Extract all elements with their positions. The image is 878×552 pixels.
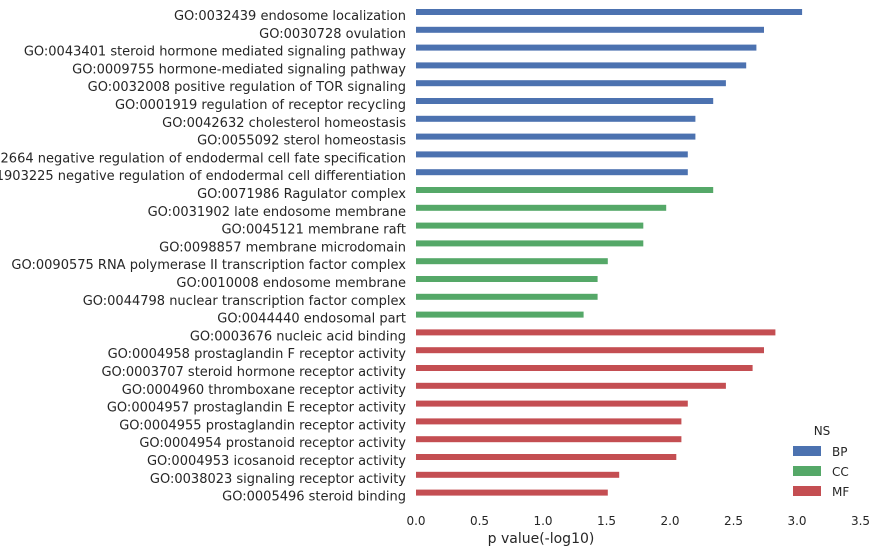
category-label: GO:0044798 nuclear transcription factor … bbox=[83, 294, 407, 309]
category-label: GO:0005496 steroid binding bbox=[222, 490, 406, 505]
category-label: GO:0004958 prostaglandin F receptor acti… bbox=[108, 347, 407, 362]
category-label: GO:0001919 regulation of receptor recycl… bbox=[115, 98, 406, 113]
bar-cc bbox=[416, 204, 667, 211]
legend: NS BP CC MF bbox=[793, 424, 849, 499]
category-label: GO:0031902 late endosome membrane bbox=[148, 205, 406, 220]
bar-bp bbox=[416, 9, 803, 15]
x-tick-label: 1.0 bbox=[533, 514, 552, 528]
category-label: GO:0043401 steroid hormone mediated sign… bbox=[24, 45, 406, 60]
category-label: GO:0032008 positive regulation of TOR si… bbox=[88, 80, 406, 95]
bar-mf bbox=[416, 365, 753, 371]
category-label: GO:0098857 membrane microdomain bbox=[159, 240, 406, 255]
bar-mf bbox=[416, 454, 677, 460]
bar-cc bbox=[416, 258, 608, 265]
category-label: GO:0071986 Ragulator complex bbox=[197, 187, 406, 202]
category-label: GO:0004955 prostaglandin receptor activi… bbox=[119, 418, 406, 433]
x-tick-label: 2.0 bbox=[660, 514, 679, 528]
category-label: GO:0009755 hormone-mediated signaling pa… bbox=[72, 62, 406, 77]
category-label: GO:0055092 sterol homeostasis bbox=[197, 134, 406, 149]
legend-label: MF bbox=[832, 485, 849, 499]
legend-label: CC bbox=[832, 465, 849, 479]
bar-mf bbox=[416, 418, 682, 425]
bar-bp bbox=[416, 133, 696, 140]
bar-bp bbox=[416, 98, 714, 104]
category-label: GO:0038023 signaling receptor activity bbox=[150, 472, 406, 487]
bar-bp bbox=[416, 115, 696, 122]
category-label: GO:0004960 thromboxane receptor activity bbox=[122, 383, 407, 398]
legend-title: NS bbox=[814, 424, 831, 438]
bar-cc bbox=[416, 187, 714, 193]
bar-bp bbox=[416, 169, 688, 176]
x-axis-ticks: 0.0 0.5 1.0 1.5 2.0 2.5 3.0 3.5 bbox=[406, 514, 870, 528]
legend-swatch-mf bbox=[793, 486, 821, 496]
category-label: GO:0090575 RNA polymerase II transcripti… bbox=[11, 258, 406, 273]
x-tick-label: 3.5 bbox=[851, 514, 870, 528]
bar-mf bbox=[416, 347, 764, 354]
x-tick-label: 3.0 bbox=[787, 514, 806, 528]
bar-mf bbox=[416, 400, 688, 407]
category-label: GO:0003707 steroid hormone receptor acti… bbox=[101, 365, 406, 380]
legend-label: BP bbox=[832, 445, 847, 459]
category-label: GO:0045121 membrane raft bbox=[221, 223, 406, 238]
bar-mf bbox=[416, 489, 608, 496]
category-label: GO:0042632 cholesterol homeostasis bbox=[162, 116, 406, 131]
bar-cc bbox=[416, 293, 598, 300]
bar-bp bbox=[416, 80, 726, 87]
bar-mf bbox=[416, 436, 682, 443]
category-label: GO:0003676 nucleic acid binding bbox=[190, 329, 406, 344]
legend-swatch-bp bbox=[793, 446, 821, 456]
bar-group bbox=[416, 9, 803, 496]
x-axis-label: p value(-log10) bbox=[488, 531, 595, 547]
bar-cc bbox=[416, 276, 598, 282]
category-label: GO:0004954 prostanoid receptor activity bbox=[139, 436, 406, 451]
bar-bp bbox=[416, 62, 747, 69]
x-tick-label: 0.5 bbox=[470, 514, 489, 528]
x-tick-label: 1.5 bbox=[597, 514, 616, 528]
bar-bp bbox=[416, 44, 757, 51]
bar-cc bbox=[416, 311, 584, 318]
bar-cc bbox=[416, 222, 644, 229]
category-label: GO:0032439 endosome localization bbox=[174, 9, 406, 24]
bar-bp bbox=[416, 151, 688, 158]
category-label: GO:0042664 negative regulation of endode… bbox=[0, 151, 406, 166]
bar-bp bbox=[416, 26, 764, 33]
bar-mf bbox=[416, 382, 726, 389]
bar-mf bbox=[416, 329, 776, 336]
category-label: GO:1903225 negative regulation of endode… bbox=[0, 169, 406, 184]
category-label: GO:0004953 icosanoid receptor activity bbox=[147, 454, 406, 469]
x-tick-label: 2.5 bbox=[724, 514, 743, 528]
bar-mf bbox=[416, 471, 620, 478]
category-label: GO:0030728 ovulation bbox=[259, 27, 406, 42]
legend-swatch-cc bbox=[793, 466, 821, 476]
category-label: GO:0010008 endosome membrane bbox=[176, 276, 406, 291]
category-label: GO:0044440 endosomal part bbox=[217, 312, 406, 327]
category-label: GO:0004957 prostaglandin E receptor acti… bbox=[107, 401, 406, 416]
bar-cc bbox=[416, 240, 644, 247]
x-tick-label: 0.0 bbox=[406, 514, 425, 528]
category-labels: GO:0032439 endosome localization GO:00307… bbox=[0, 9, 406, 505]
